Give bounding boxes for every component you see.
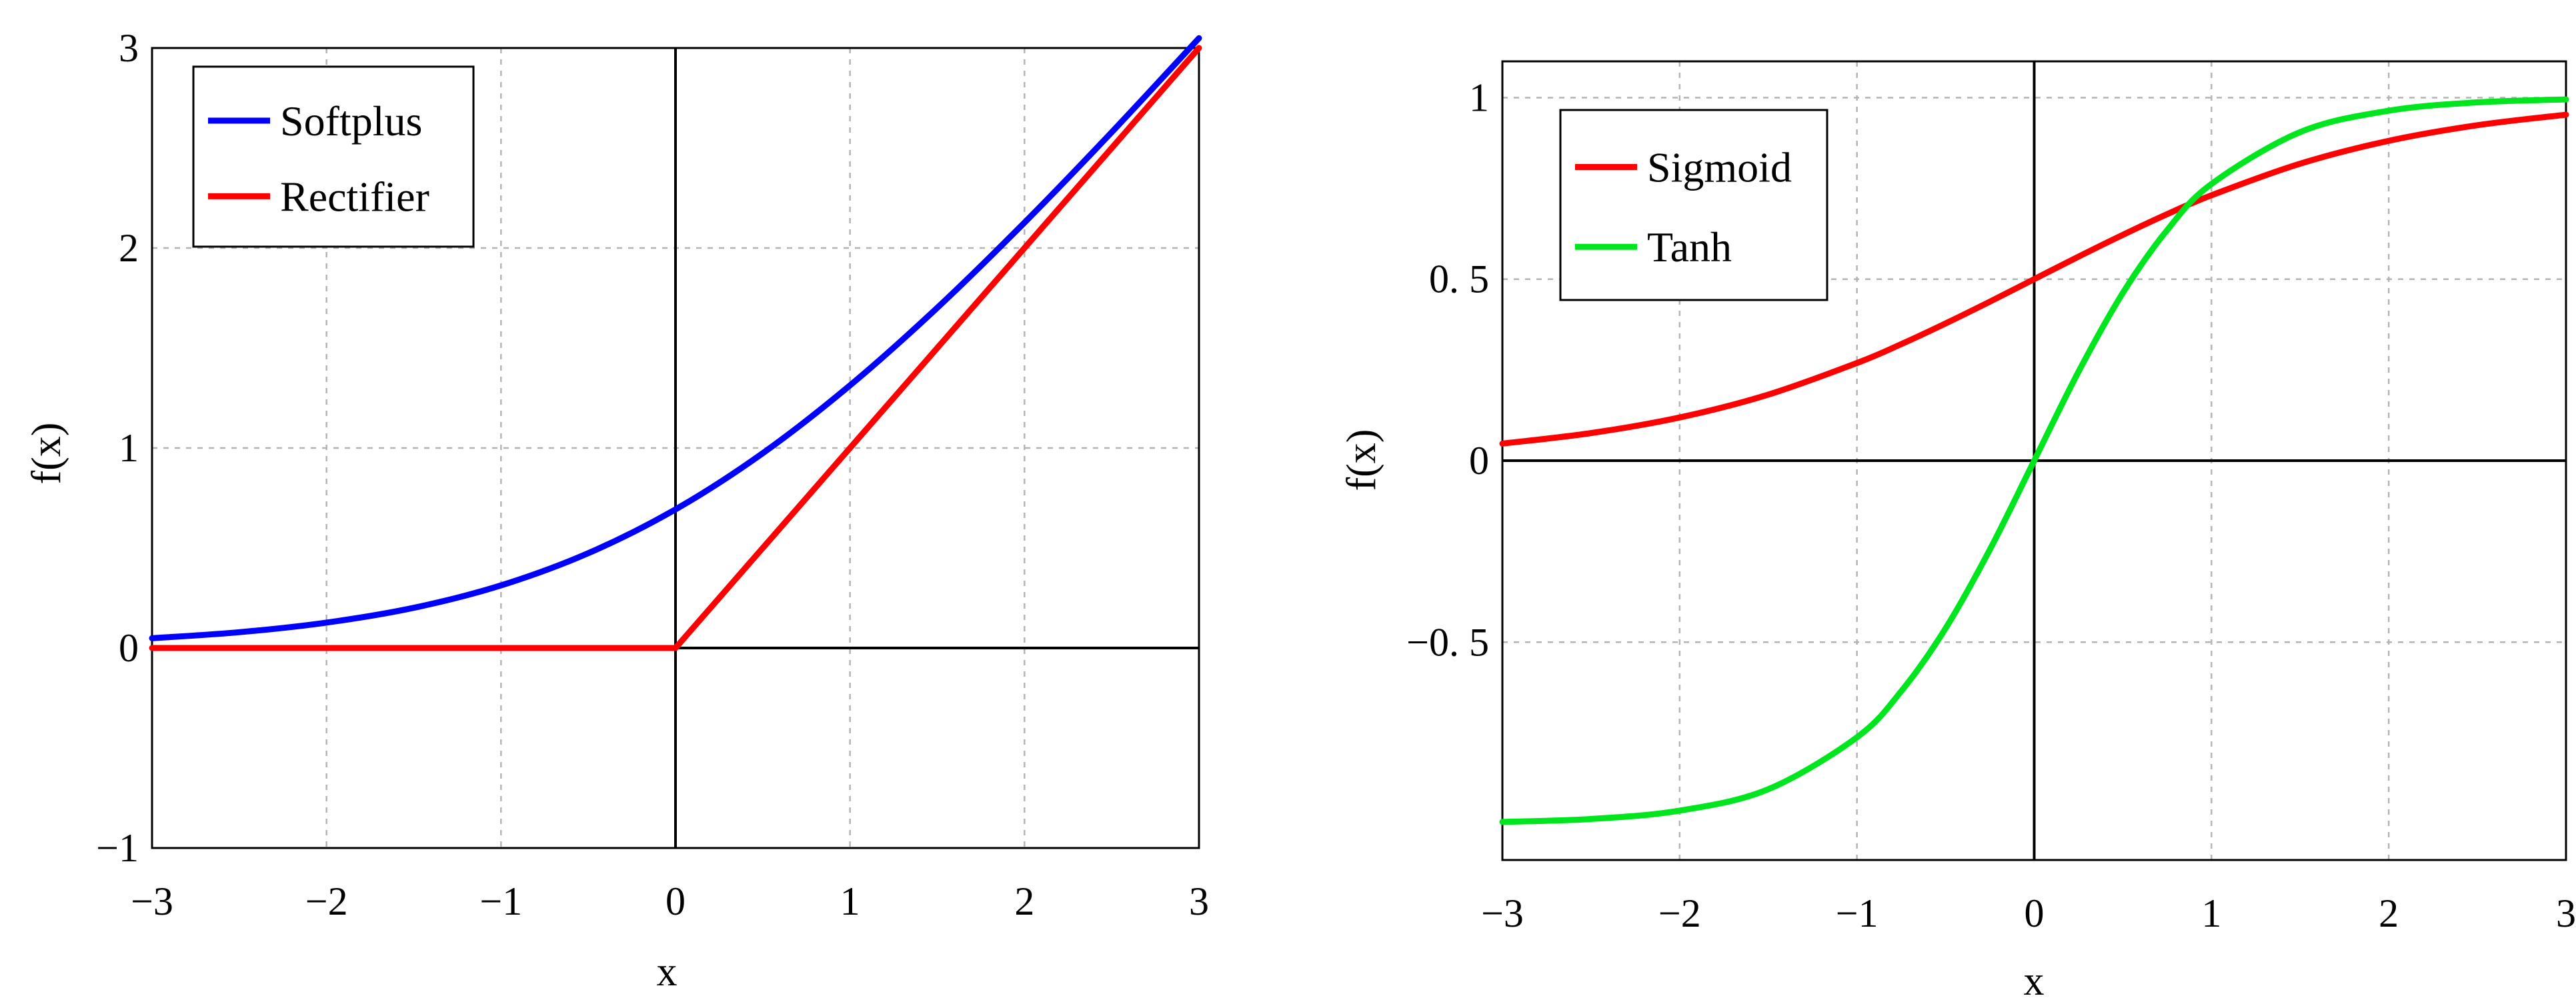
x-tick-label: −1	[1836, 891, 1878, 935]
x-tick-label: 3	[1189, 879, 1209, 923]
legend-entry: Rectifier	[280, 173, 429, 220]
x-tick-label: 1	[2201, 891, 2221, 935]
series-line-sigmoid	[1499, 111, 2569, 447]
y-tick-label: 2	[119, 226, 139, 270]
x-tick-label: 0	[2025, 891, 2045, 935]
chart-softplus-rectifier: −3 −2 −1 0 1 2 3 −1 0 1 2 3 x f(x) Softplus Rectifier	[24, 26, 1209, 995]
y-tick-label: 1	[1469, 75, 1489, 119]
x-axis-label: x	[2024, 959, 2045, 1000]
series-line-tanh	[1499, 96, 2569, 825]
x-tick-label: −2	[1658, 891, 1701, 935]
legend-entry: Tanh	[1647, 223, 1732, 271]
y-tick-label: −1	[96, 826, 139, 870]
x-tick-label: 0	[666, 879, 686, 923]
y-tick-label: −0. 5	[1406, 620, 1489, 664]
x-tick-label: 1	[840, 879, 860, 923]
legend	[192, 65, 475, 248]
plot-frame	[1501, 60, 2567, 861]
y-tick-label: 1	[119, 426, 139, 470]
x-tick-label: 3	[2556, 891, 2576, 935]
x-tick-label: −3	[1481, 891, 1524, 935]
series-line-softplus	[149, 35, 1202, 641]
y-tick-label: 0. 5	[1429, 257, 1489, 301]
legend-entry: Sigmoid	[1647, 144, 1792, 191]
x-tick-label: 2	[2379, 891, 2399, 935]
legend-entry: Softplus	[280, 97, 422, 145]
x-axis-label: x	[657, 949, 678, 995]
chart-sigmoid-tanh: −3 −2 −1 0 1 2 3 −0. 5 0 0. 5 1 x f(x) Sigmoid Tanh	[1339, 60, 2576, 1000]
y-tick-label: 0	[1469, 439, 1489, 483]
x-tick-label: −2	[305, 879, 348, 923]
y-axis-label: f(x)	[1339, 429, 1384, 491]
y-tick-label: 3	[119, 26, 139, 70]
legend	[1559, 109, 1828, 301]
x-tick-label: −1	[479, 879, 522, 923]
plot-frame	[151, 47, 1200, 849]
x-tick-label: 2	[1014, 879, 1034, 923]
y-axis-label: f(x)	[24, 423, 69, 485]
series-line-rectifier	[149, 45, 1202, 651]
x-tick-label: −3	[131, 879, 173, 923]
y-tick-label: 0	[119, 626, 139, 670]
